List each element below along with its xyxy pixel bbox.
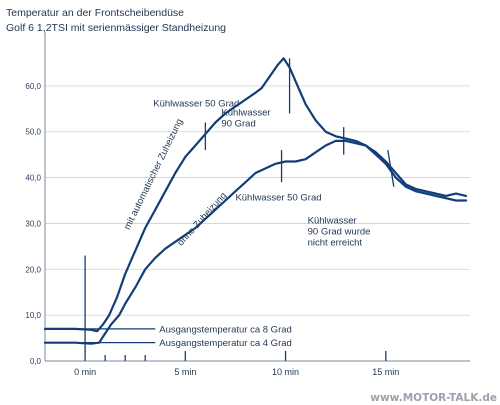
annotation-text: Kühlwasser 50 Grad: [153, 98, 239, 109]
reference-label: Ausgangstemperatur ca 8 Grad: [159, 324, 292, 335]
x-tick-label: 5 min: [174, 367, 196, 377]
gridlines: [45, 85, 470, 316]
y-tick-label: 20,0: [25, 265, 41, 274]
reference-label: Ausgangstemperatur ca 4 Grad: [159, 338, 292, 349]
annotation-text: Kühlwasser 50 Grad: [235, 193, 321, 204]
annotation-text: ohne Zuheizung: [175, 190, 229, 248]
event-marker: [387, 149, 395, 187]
annotation-text: Kühlwasser 90 Grad: [221, 108, 270, 130]
axes: 0,0 10,0 20,0 30,0 40,0 50,0 60,0 0 min 5 min 10 …: [25, 32, 470, 377]
y-tick-label: 30,0: [25, 219, 41, 228]
watermark: www.MOTOR-TALK.de: [370, 392, 497, 404]
series-line-with-heating: [43, 57, 468, 333]
annotation-line: Kühlwasser 50 Grad: [235, 193, 321, 204]
y-tick-label: 60,0: [25, 82, 41, 91]
annotation-line: 90 Grad wurde: [308, 226, 371, 237]
event-markers: [84, 58, 395, 352]
y-tick-label: 10,0: [25, 311, 41, 320]
y-tick-label: 50,0: [25, 128, 41, 137]
annotation-line: Kühlwasser: [308, 215, 357, 226]
chart-title: Temperatur an der Frontscheibendüse: [6, 7, 184, 19]
annotation-line: Kühlwasser 50 Grad: [153, 98, 239, 109]
reference-lines: Ausgangstemperatur ca 8 Grad Ausgangstemp…: [45, 324, 292, 349]
annotation-line: nicht erreicht: [308, 237, 363, 248]
x-tick-label: 0 min: [74, 367, 96, 377]
series-line-without-heating: [43, 139, 468, 345]
x-tick-label: 15 min: [372, 367, 399, 377]
x-tick-label: 10 min: [272, 367, 299, 377]
y-tick-label: 40,0: [25, 174, 41, 183]
annotation-line: ohne Zuheizung: [175, 190, 229, 248]
annotation-text: Kühlwasser 90 Grad wurde nicht erreicht: [308, 215, 371, 248]
y-tick-label: 0,0: [30, 357, 42, 366]
chart-subtitle: Golf 6 1,2TSI mit serienmässiger Standhe…: [6, 22, 226, 34]
annotation-line: Kühlwasser: [221, 108, 270, 119]
series-lines: [43, 57, 468, 345]
annotation-line: 90 Grad: [221, 119, 255, 130]
